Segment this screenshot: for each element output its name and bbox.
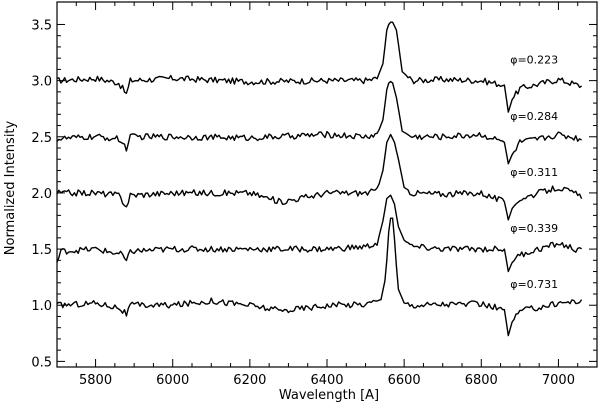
x-axis-title: Wavelength [A]: [279, 388, 379, 403]
spectrum-series-line: [56, 194, 582, 273]
y-tick-label: 2.0: [31, 187, 52, 202]
spectrum-series-line: [56, 80, 582, 165]
x-tick-label: 6200: [233, 373, 266, 388]
x-tick-label: 6000: [156, 373, 189, 388]
spectrum-series-line: [56, 133, 583, 221]
label-layer: φ=0.223 φ=0.284 φ=0.311 φ=0.339 φ=0.731: [510, 54, 558, 292]
phase-label: φ=0.311: [510, 166, 558, 179]
y-tick-label: 2.5: [31, 131, 52, 146]
spectrum-series-line: [56, 21, 583, 113]
phase-label: φ=0.731: [510, 278, 558, 291]
y-tick-label: 1.0: [31, 299, 52, 314]
x-tick-label: 7000: [542, 373, 575, 388]
y-tick-label: 3.0: [31, 75, 52, 90]
x-tick-label: 5800: [79, 373, 112, 388]
y-tick-label: 1.5: [31, 243, 52, 258]
phase-label: φ=0.223: [510, 54, 558, 67]
spectrum-series-line: [56, 217, 583, 337]
series-layer: [56, 21, 583, 337]
y-tick-label: 0.5: [31, 355, 52, 370]
x-tick-label: 6600: [388, 373, 421, 388]
x-tick-label: 6800: [465, 373, 498, 388]
y-axis-title: Normalized Intensity: [3, 120, 18, 255]
phase-label: φ=0.339: [510, 222, 558, 235]
phase-label: φ=0.284: [510, 110, 558, 123]
tick-layer: 5800 6000 6200 6400 6600 6800 7000 0.5 1.0 1.5 2.0…: [31, 2, 598, 388]
x-tick-label: 6400: [310, 373, 343, 388]
y-tick-label: 3.5: [31, 18, 52, 33]
